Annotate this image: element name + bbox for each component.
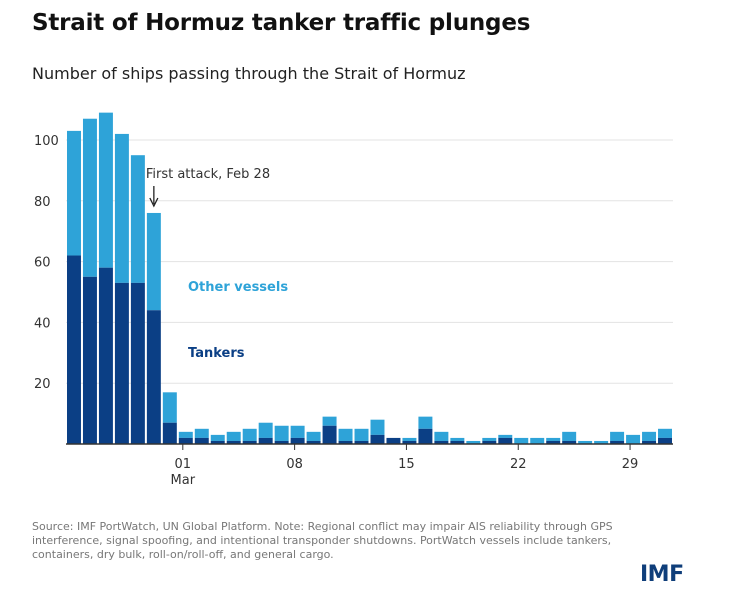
bar-tankers [194,437,209,444]
annotation-arrow-head [149,197,159,208]
bar-tankers [482,440,497,444]
x-tick-label: 29 [622,457,639,472]
bar-tankers [562,440,577,444]
bar-tankers [610,440,625,444]
x-tick-label: 22 [510,457,527,472]
bar-other-vessels [482,437,497,441]
annotation-first-attack: First attack, Feb 28 [146,167,270,182]
bar-other-vessels [658,428,672,438]
bar-tankers [114,282,129,444]
y-tick-label: 60 [34,256,51,271]
bar-other-vessels [67,130,81,256]
bar-tankers [210,440,225,444]
bar-tankers [658,437,672,444]
x-tick-label: 08 [286,457,303,472]
bar-tankers [354,440,369,444]
bar-other-vessels [242,428,257,441]
bar-other-vessels [370,419,385,435]
bar-other-vessels [290,425,305,438]
bar-tankers [402,440,417,444]
bar-tankers [226,440,241,444]
bar-other-vessels [466,440,481,444]
bar-tankers [162,422,177,444]
x-tick-label: 15 [398,457,415,472]
x-tick-label: 01 [175,457,192,472]
bar-other-vessels [274,425,289,441]
bar-other-vessels [306,431,321,441]
bar-tankers [290,437,305,444]
bar-tankers [274,440,289,444]
bar-other-vessels [82,118,97,277]
bar-other-vessels [530,437,545,444]
bar-other-vessels [498,434,513,438]
imf-logo: IMF [640,562,684,587]
bar-other-vessels [626,434,641,444]
bar-other-vessels [402,437,417,441]
bar-tankers [338,440,353,444]
bar-other-vessels [514,437,529,444]
x-tick-sublabel: Mar [171,473,196,488]
bar-tankers [450,440,465,444]
bar-other-vessels [610,431,625,441]
source-note: Source: IMF PortWatch, UN Global Platfor… [32,520,613,561]
bar-tankers [258,437,273,444]
bar-other-vessels [594,440,609,444]
bar-other-vessels [578,440,593,444]
bar-tankers [642,440,657,444]
bar-other-vessels [338,428,353,441]
bar-other-vessels [98,112,113,268]
bar-other-vessels [642,431,657,441]
bar-tankers [306,440,321,444]
bar-tankers [67,255,81,444]
bar-other-vessels [546,437,561,441]
bar-tankers [322,425,337,444]
bar-other-vessels [178,431,193,438]
bar-tankers [98,267,113,444]
legend-other-vessels: Other vessels [188,280,288,295]
bar-other-vessels [210,434,225,441]
bar-other-vessels [354,428,369,441]
bar-other-vessels [258,422,273,438]
bar-tankers [178,437,193,444]
bar-other-vessels [418,416,433,429]
chart-subtitle: Number of ships passing through the Stra… [32,64,466,83]
y-tick-label: 100 [34,134,59,149]
bar-tankers [82,276,97,444]
bar-other-vessels [434,431,449,441]
bar-tankers [130,282,145,444]
bar-tankers [546,440,561,444]
bar-other-vessels [114,133,129,283]
bar-tankers [386,437,401,444]
bar-tankers [370,434,385,444]
bar-other-vessels [162,392,177,423]
bar-tankers [418,428,433,444]
bar-tankers [434,440,449,444]
bar-other-vessels [146,212,161,311]
bar-other-vessels [194,428,209,438]
y-tick-label: 40 [34,316,51,331]
bar-tankers [242,440,257,444]
y-tick-label: 80 [34,195,51,210]
bar-other-vessels [130,155,145,283]
chart-title: Strait of Hormuz tanker traffic plunges [32,10,531,36]
bar-tankers [146,310,161,444]
bar-other-vessels [562,431,577,441]
bar-other-vessels [226,431,241,441]
bar-tankers [498,437,513,444]
y-tick-label: 20 [34,377,51,392]
legend-tankers: Tankers [188,346,245,361]
bar-other-vessels [322,416,337,426]
bar-other-vessels [450,437,465,441]
